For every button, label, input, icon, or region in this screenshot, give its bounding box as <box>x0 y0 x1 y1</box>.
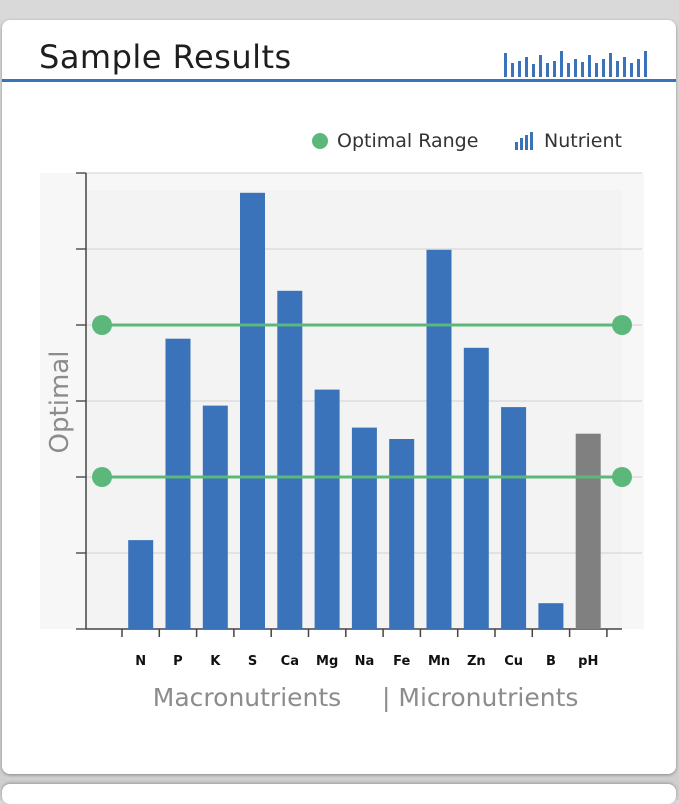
bar-zn <box>463 347 489 629</box>
x-tick-label: Cu <box>504 654 523 669</box>
bar-b <box>538 603 564 629</box>
legend-item-optimal: Optimal Range <box>312 130 478 152</box>
x-tick-label: B <box>546 654 556 669</box>
x-tick-label: N <box>135 654 146 669</box>
bar-p <box>165 338 191 629</box>
x-tick-label: K <box>210 654 221 669</box>
x-group-label-micronutrients: | Micronutrients <box>382 683 578 712</box>
x-tick-label: Mn <box>428 654 450 669</box>
green-dot-icon <box>312 133 328 149</box>
x-tick-label: P <box>173 654 183 669</box>
legend-label-optimal: Optimal Range <box>337 130 479 152</box>
optimal-marker-left <box>92 315 112 335</box>
x-tick-label: Mg <box>316 654 338 669</box>
x-tick-label: Na <box>355 654 375 669</box>
bar-mn <box>426 249 452 630</box>
x-group-label-macronutrients: Macronutrients <box>153 683 341 712</box>
bar-cu <box>501 407 527 629</box>
legend-label-nutrient: Nutrient <box>544 130 622 152</box>
results-card: Sample Results <box>2 20 676 774</box>
legend-item-nutrient: Nutrient <box>514 130 622 152</box>
optimal-marker-left <box>92 467 112 487</box>
optimal-marker-right <box>612 467 632 487</box>
bar-na <box>351 427 377 629</box>
next-card-edge <box>2 784 676 804</box>
bar-chart-icon <box>504 51 647 77</box>
bar-ph <box>575 433 601 629</box>
header-rule <box>2 79 676 82</box>
page-title: Sample Results <box>39 38 292 76</box>
x-tick-label: Zn <box>467 654 486 669</box>
x-tick-label: Fe <box>393 654 410 669</box>
bar-n <box>128 540 154 629</box>
chart-legend: Optimal Range Nutrient <box>2 130 676 160</box>
bar-mg <box>314 389 340 629</box>
bar-s <box>240 192 265 630</box>
x-tick-label: S <box>248 654 257 669</box>
bar-chart-icon <box>515 132 533 150</box>
card-header: Sample Results <box>2 20 676 82</box>
bar-fe <box>389 439 415 629</box>
bar-k <box>202 405 228 629</box>
y-axis-label: Optimal <box>45 351 75 454</box>
optimal-marker-right <box>612 315 632 335</box>
x-tick-label: Ca <box>281 654 299 669</box>
bar-ca <box>277 290 303 629</box>
x-tick-label: pH <box>578 654 598 669</box>
